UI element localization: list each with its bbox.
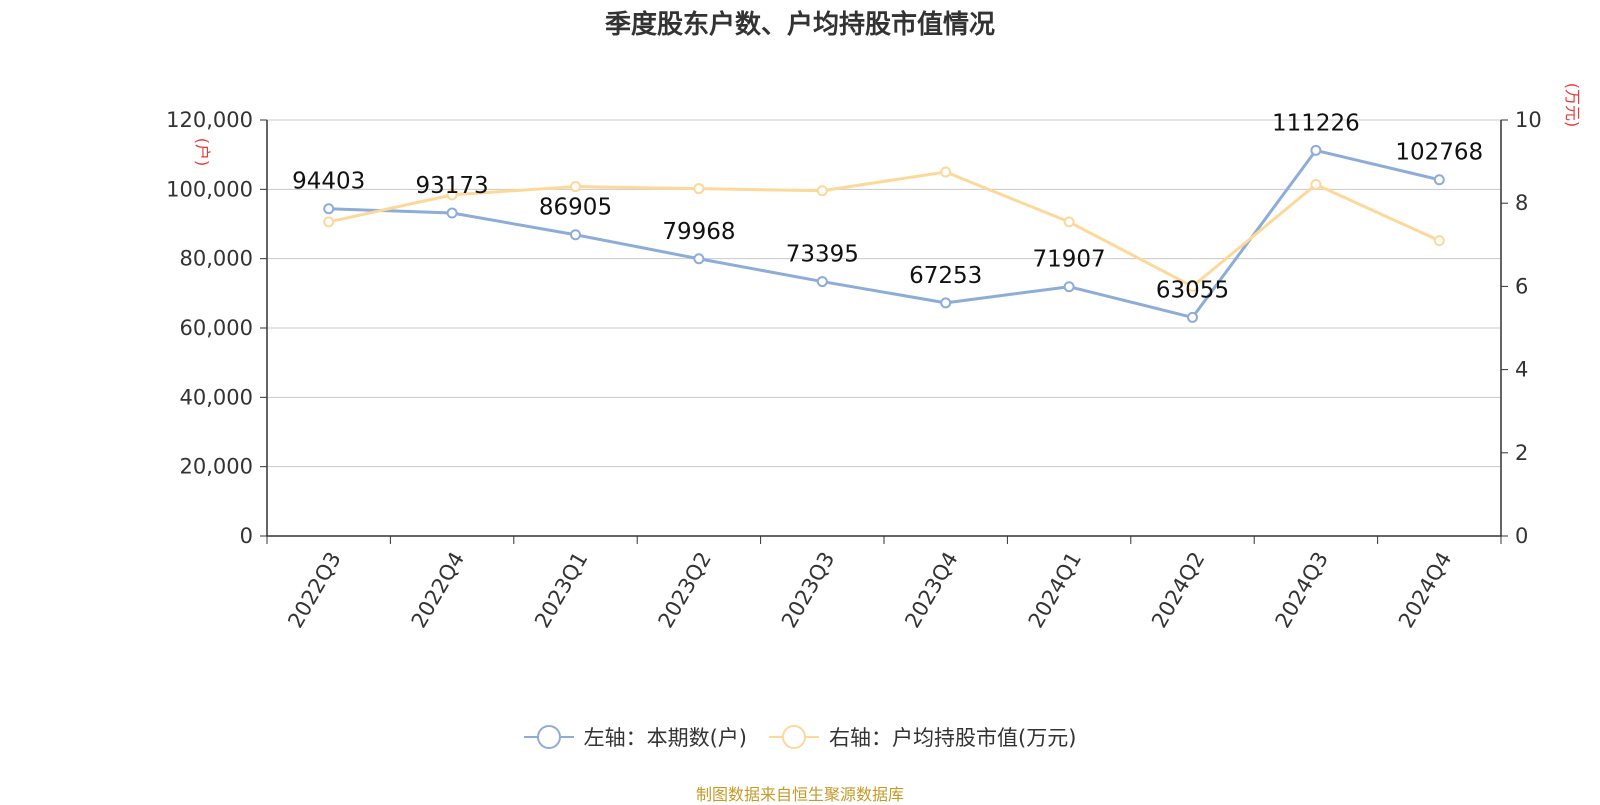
data-point-households bbox=[940, 297, 952, 309]
left-axis-tick-label: 80,000 bbox=[180, 247, 253, 271]
data-point-households bbox=[693, 253, 705, 265]
data-point-avg-value bbox=[940, 166, 952, 178]
x-axis-tick-label: 2024Q1 bbox=[1024, 548, 1086, 632]
series-line-avg-value bbox=[328, 170, 1440, 288]
x-axis-tick-label: 2024Q3 bbox=[1271, 548, 1333, 632]
data-point-households bbox=[816, 276, 828, 288]
data-point-avg-value bbox=[693, 183, 705, 195]
legend-item-avg-value[interactable]: 右轴：户均持股市值(万元) bbox=[769, 722, 1076, 752]
left-axis-unit: (户) bbox=[193, 138, 212, 167]
x-axis-tick-label: 2023Q3 bbox=[777, 548, 839, 632]
data-label: 63055 bbox=[1156, 277, 1229, 303]
data-point-avg-value bbox=[570, 181, 581, 193]
right-axis-unit: (万元) bbox=[1563, 83, 1582, 128]
x-axis-tick-label: 2023Q2 bbox=[654, 548, 716, 632]
chart-title: 季度股东户数、户均持股市值情况 bbox=[604, 10, 995, 40]
series-line-households bbox=[328, 148, 1440, 319]
data-label: 102768 bbox=[1395, 140, 1483, 166]
right-axis-tick-label: 6 bbox=[1515, 274, 1528, 298]
left-axis-tick-label: 0 bbox=[240, 524, 253, 548]
x-axis-tick-label: 2023Q4 bbox=[900, 548, 962, 632]
x-axis-tick-label: 2024Q2 bbox=[1147, 548, 1209, 632]
data-point-households bbox=[1187, 311, 1198, 323]
data-label: 111226 bbox=[1272, 110, 1360, 136]
x-axis-tick-label: 2022Q4 bbox=[407, 548, 469, 632]
x-axis-tick-label: 2024Q4 bbox=[1394, 548, 1456, 632]
data-label: 73395 bbox=[786, 242, 859, 268]
data-point-avg-value bbox=[1187, 280, 1198, 292]
data-point-avg-value bbox=[323, 216, 335, 228]
right-axis-tick-label: 8 bbox=[1515, 191, 1528, 215]
data-point-households bbox=[446, 207, 458, 219]
data-label: 71907 bbox=[1033, 247, 1106, 273]
data-point-households bbox=[1310, 144, 1322, 156]
legend-item-households[interactable]: 左轴：本期数(户) bbox=[523, 722, 747, 752]
legend-symbol-avg-value bbox=[769, 724, 819, 750]
legend-symbol-households bbox=[523, 724, 574, 750]
data-label: 79968 bbox=[662, 219, 735, 245]
right-axis-tick-label: 2 bbox=[1515, 441, 1528, 465]
legend-label-households: 左轴：本期数(户) bbox=[583, 726, 747, 750]
data-label: 93173 bbox=[416, 173, 489, 199]
right-axis-tick-label: 0 bbox=[1515, 524, 1528, 548]
data-label: 94403 bbox=[292, 169, 365, 195]
right-axis-tick-label: 4 bbox=[1515, 358, 1528, 382]
left-axis-tick-label: 40,000 bbox=[180, 385, 253, 409]
left-axis-tick-label: 100,000 bbox=[166, 177, 253, 201]
data-point-avg-value bbox=[816, 185, 828, 197]
right-axis-tick-label: 10 bbox=[1515, 108, 1542, 132]
data-point-households bbox=[1063, 281, 1075, 293]
legend: 左轴：本期数(户) 右轴：户均持股市值(万元) bbox=[0, 722, 1600, 752]
legend-label-avg-value: 右轴：户均持股市值(万元) bbox=[829, 726, 1077, 750]
source-note: 制图数据来自恒生聚源数据库 bbox=[695, 785, 904, 804]
data-point-avg-value bbox=[1310, 178, 1322, 190]
data-point-households bbox=[1433, 174, 1445, 186]
data-point-avg-value bbox=[1433, 235, 1445, 247]
data-label: 86905 bbox=[539, 195, 612, 221]
data-point-households bbox=[323, 203, 335, 215]
left-axis-tick-label: 60,000 bbox=[180, 316, 253, 340]
left-axis-tick-label: 120,000 bbox=[166, 108, 253, 132]
data-point-avg-value bbox=[446, 189, 458, 201]
data-point-households bbox=[570, 229, 581, 241]
x-axis-tick-label: 2023Q1 bbox=[530, 548, 592, 632]
left-axis-tick-label: 20,000 bbox=[180, 455, 253, 479]
x-axis-tick-label: 2022Q3 bbox=[283, 548, 345, 632]
data-label: 67253 bbox=[909, 263, 982, 289]
data-point-avg-value bbox=[1063, 216, 1075, 228]
